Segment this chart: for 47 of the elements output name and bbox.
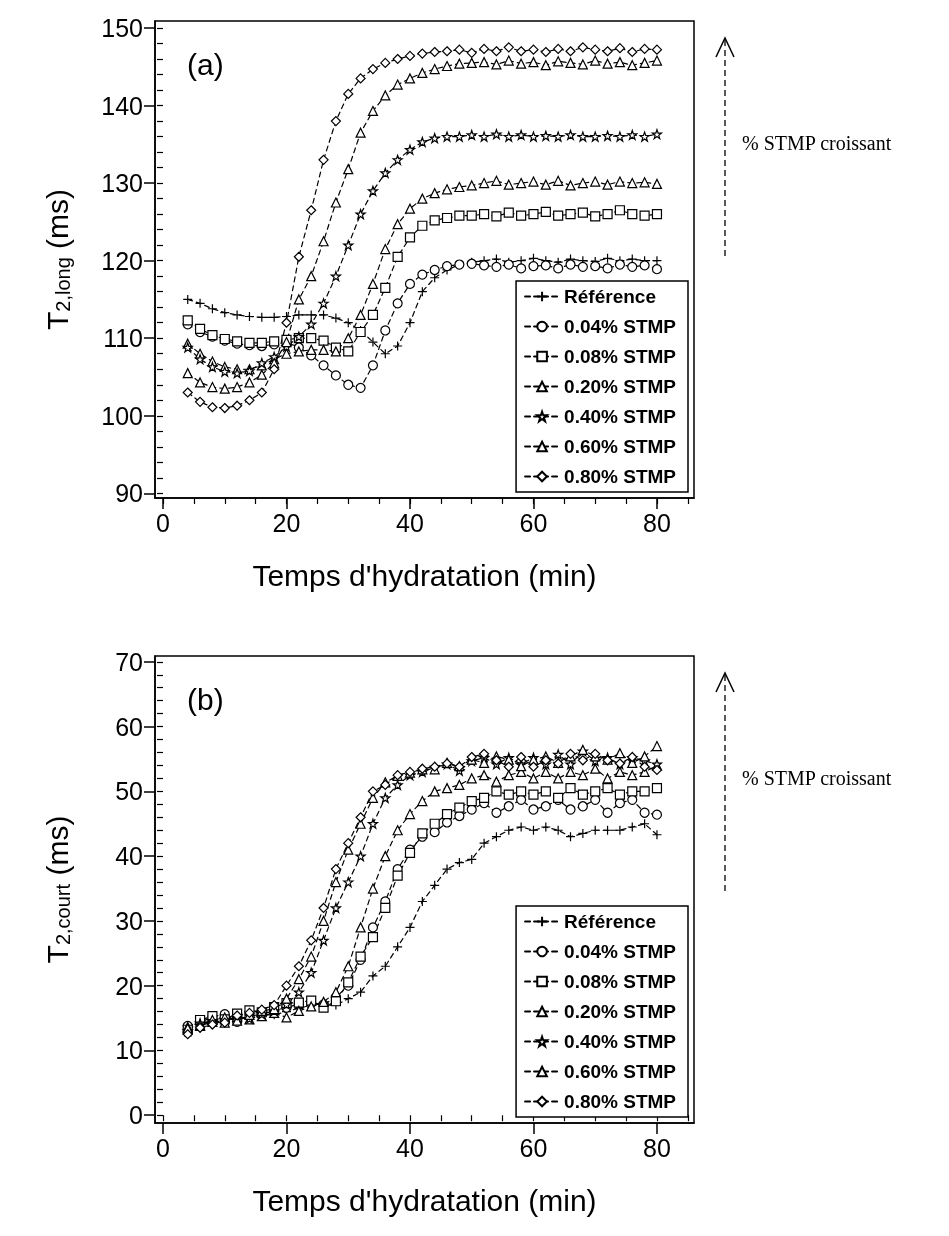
legend-label: Référence [564,911,656,932]
x-tick-label: 20 [272,1133,301,1162]
y-tick-label: 0 [129,1101,143,1130]
x-tick-label: 0 [156,1133,170,1162]
x-tick-label: 40 [396,508,424,537]
legend-label: 0.60% STMP [564,436,677,457]
y-tick-label: 100 [101,401,143,430]
x-tick-label: 20 [272,508,301,537]
y-tick-label: 90 [115,479,143,508]
y-axis-title: T2,long (ms) [40,188,74,331]
legend-label: 0.04% STMP [564,316,677,337]
legend-label: 0.60% STMP [564,1061,677,1082]
legend-label: 0.20% STMP [564,1001,677,1022]
legend-label: 0.40% STMP [564,406,677,427]
legend-label: 0.08% STMP [564,346,677,367]
text: % STMP croissant [742,767,892,789]
legend-label: 0.08% STMP [564,971,677,992]
legend-label: 0.80% STMP [564,1091,677,1112]
legend-label: 0.80% STMP [564,466,677,487]
y-tick-label: 150 [101,13,143,42]
x-tick-label: 0 [156,508,170,537]
y-tick-label: 140 [101,91,143,120]
x-axis-title: Temps d'hydratation (min) [252,558,597,592]
y-tick-label: 120 [101,246,143,275]
y-tick-label: 60 [115,712,143,741]
y-tick-label: 50 [115,777,143,806]
y-axis-title: T2,court (ms) [40,815,74,964]
x-tick-label: 60 [519,508,548,537]
y-tick-label: 40 [115,842,143,871]
legend-label: 0.40% STMP [564,1031,677,1052]
x-tick-label: 40 [396,1133,424,1162]
text: % STMP croissant [742,132,892,154]
x-tick-label: 80 [643,1133,671,1162]
y-tick-label: 20 [115,971,143,1000]
x-tick-label: 60 [519,1133,548,1162]
y-tick-label: 70 [115,647,143,676]
y-tick-label: 110 [103,324,143,353]
annotation: (a) [187,47,224,81]
x-axis-title: Temps d'hydratation (min) [252,1183,597,1217]
legend-label: 0.20% STMP [564,376,677,397]
legend-label: 0.04% STMP [564,941,677,962]
x-tick-label: 80 [643,508,671,537]
y-tick-label: 10 [115,1036,143,1065]
annotation: (b) [187,682,224,716]
legend-label: Référence [564,286,656,307]
y-tick-label: 130 [101,169,143,198]
y-tick-label: 30 [115,906,143,935]
